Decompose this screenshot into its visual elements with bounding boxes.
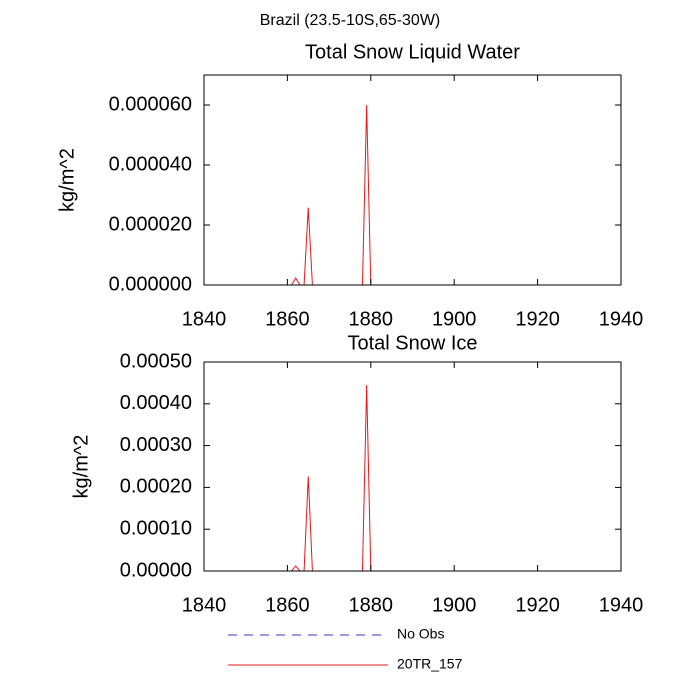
y-tick-label: 0.00000 <box>120 559 192 581</box>
line <box>204 104 621 286</box>
y-tick-label: 0.000020 <box>109 213 192 235</box>
y-tick-label: 0.00050 <box>120 350 192 372</box>
x-tick-label: 1920 <box>515 594 560 616</box>
y-tick-label: 0.00030 <box>120 434 192 456</box>
x-tick-label: 1900 <box>432 594 477 616</box>
chart-title: Total Snow Liquid Water <box>305 41 520 63</box>
y-tick-label: 0.00010 <box>120 517 192 539</box>
x-tick-label: 1880 <box>349 308 394 330</box>
x-tick-label: 1860 <box>265 308 310 330</box>
y-tick-label: 0.000000 <box>109 273 192 295</box>
x-tick-label: 1860 <box>265 594 310 616</box>
page-title: Brazil (23.5-10S,65-30W) <box>260 12 441 29</box>
x-tick-label: 1840 <box>182 308 227 330</box>
legend-label: No Obs <box>397 626 444 642</box>
x-tick-label: 1840 <box>182 594 227 616</box>
y-tick-label: 0.00040 <box>120 392 192 414</box>
y-tick-label: 0.000040 <box>109 153 192 175</box>
x-tick-label: 1920 <box>515 308 560 330</box>
plot-frame <box>203 361 622 572</box>
y-tick-label: 0.000060 <box>109 93 192 115</box>
plot-frame <box>203 74 622 286</box>
line <box>204 384 621 572</box>
y-axis-label: kg/m^2 <box>70 435 92 499</box>
x-tick-label: 1940 <box>599 308 644 330</box>
y-tick-label: 0.00020 <box>120 476 192 498</box>
chart-title: Total Snow Ice <box>347 332 477 354</box>
y-axis-label: kg/m^2 <box>56 148 78 212</box>
x-tick-label: 1940 <box>599 594 644 616</box>
x-tick-label: 1900 <box>432 308 477 330</box>
x-tick-label: 1880 <box>349 594 394 616</box>
legend-label: 20TR_157 <box>397 656 463 672</box>
